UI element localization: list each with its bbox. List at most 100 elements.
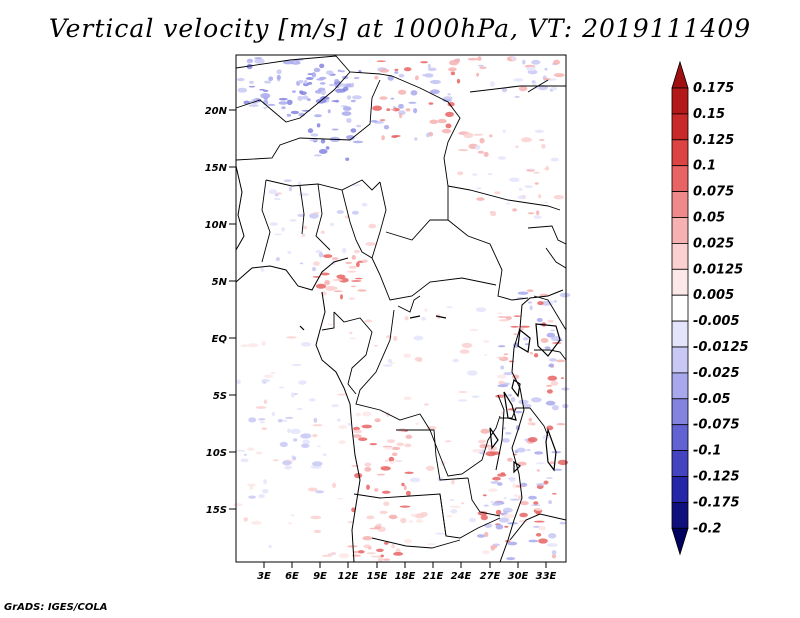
- colorbar-label: -0.0125: [693, 340, 749, 355]
- field-blob: [322, 453, 327, 456]
- field-blob: [516, 447, 526, 453]
- field-blob: [347, 270, 357, 273]
- field-blob: [391, 452, 398, 457]
- field-blob: [502, 507, 513, 513]
- field-blob: [381, 135, 385, 141]
- field-blob: [383, 501, 390, 507]
- field-blob: [376, 473, 385, 476]
- field-blob: [290, 110, 300, 115]
- field-blob: [255, 406, 267, 409]
- field-blob: [514, 485, 524, 488]
- field-blob: [383, 125, 390, 130]
- lon-label: 24E: [451, 571, 472, 582]
- field-blob: [319, 63, 325, 69]
- lon-label: 9E: [313, 571, 327, 582]
- field-blob: [448, 67, 457, 72]
- field-blob: [358, 70, 362, 73]
- field-blob: [270, 371, 276, 375]
- field-blob: [529, 352, 533, 355]
- field-blob: [364, 462, 372, 467]
- field-blob: [302, 225, 308, 230]
- field-blob: [328, 83, 336, 87]
- field-blob: [356, 124, 362, 128]
- field-blob: [551, 553, 557, 559]
- field-blob: [490, 481, 501, 484]
- field-blob: [391, 446, 401, 451]
- field-blob: [400, 517, 407, 524]
- field-blob: [327, 323, 333, 326]
- field-blob: [243, 453, 247, 456]
- field-blob: [362, 411, 372, 417]
- field-blob: [420, 511, 428, 517]
- field-blob: [278, 101, 288, 105]
- field-blob: [551, 86, 558, 91]
- field-blob: [457, 171, 464, 176]
- field-blob: [286, 113, 292, 117]
- field-blob: [345, 157, 350, 161]
- lon-label: 27E: [480, 571, 501, 582]
- field-blob: [445, 111, 454, 117]
- field-blob: [484, 523, 493, 528]
- field-blob: [548, 500, 552, 505]
- field-blob: [553, 73, 565, 78]
- lat-label: 15S: [206, 505, 227, 516]
- colorbar-swatch: [671, 527, 689, 556]
- field-blob: [484, 531, 489, 538]
- field-blob: [551, 493, 557, 495]
- lon-axis: 3E 6E 9E 12E 15E 18E 21E 24E 27E 30E 33E: [257, 562, 557, 582]
- field-blob: [313, 67, 321, 73]
- field-blob: [293, 438, 298, 442]
- field-blob: [551, 550, 557, 555]
- colorbar-swatch: [671, 346, 689, 374]
- field-blob: [232, 503, 243, 507]
- field-blob: [490, 81, 495, 87]
- field-blob: [408, 101, 417, 104]
- field-blob: [551, 405, 559, 411]
- field-blob: [331, 100, 340, 103]
- field-blob: [331, 552, 336, 555]
- field-blob: [547, 375, 558, 381]
- field-blob: [503, 372, 513, 376]
- field-blob: [353, 77, 360, 79]
- field-blob: [271, 411, 275, 417]
- field-blob: [503, 353, 509, 356]
- field-blob: [289, 219, 297, 222]
- field-blob: [387, 75, 394, 81]
- field-blob: [311, 72, 317, 78]
- colorbar-label: 0.1: [693, 159, 716, 174]
- field-blob: [281, 227, 285, 232]
- field-blob: [560, 377, 565, 379]
- field-blob: [537, 301, 544, 306]
- field-blob: [427, 543, 436, 546]
- field-blob: [415, 519, 424, 523]
- colorbar-swatch: [671, 320, 689, 348]
- field-blob: [248, 85, 256, 88]
- field-blob: [403, 67, 412, 72]
- field-blob: [398, 73, 405, 78]
- field-blob: [357, 550, 365, 554]
- colorbar-label: 0.125: [693, 133, 734, 148]
- field-blob: [258, 418, 266, 421]
- field-blob: [379, 96, 388, 100]
- field-blob: [429, 89, 440, 94]
- field-blob: [339, 70, 345, 73]
- field-blob: [278, 386, 285, 389]
- field-blob: [313, 211, 320, 214]
- field-blob: [267, 103, 276, 106]
- field-blob: [313, 417, 318, 423]
- field-blob: [444, 440, 452, 443]
- field-blob: [403, 485, 407, 491]
- field-blob: [513, 78, 524, 82]
- field-blob: [410, 513, 416, 518]
- lon-label: 15E: [367, 571, 388, 582]
- field-blob: [349, 337, 357, 340]
- field-blob: [268, 544, 272, 549]
- field-blob: [553, 300, 557, 303]
- field-blob: [535, 511, 541, 515]
- colorbar-swatch: [671, 139, 689, 167]
- field-blob: [541, 143, 546, 149]
- field-blob: [518, 86, 528, 92]
- field-blob: [248, 495, 256, 499]
- field-blob: [276, 192, 283, 195]
